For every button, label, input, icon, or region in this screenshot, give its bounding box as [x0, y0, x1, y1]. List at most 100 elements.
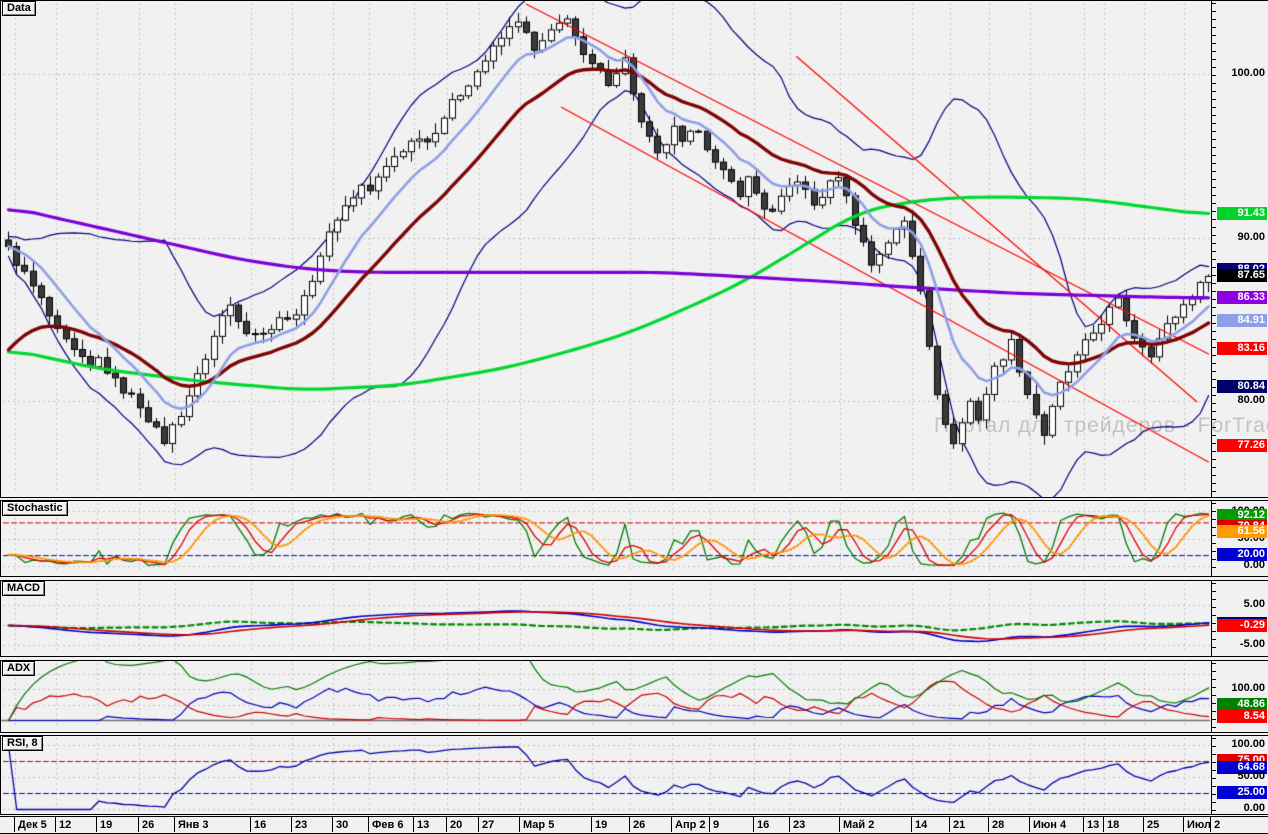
date-tick — [368, 817, 369, 832]
adx-canvas[interactable] — [1, 661, 1211, 732]
date-label: 23 — [793, 819, 806, 831]
date-label: 13 — [1087, 819, 1100, 831]
scale-label: 0.00 — [1243, 559, 1265, 571]
date-tick — [55, 817, 56, 832]
stochastic-scale-divider — [1211, 500, 1212, 577]
date-tick — [1210, 817, 1211, 832]
date-label: 27 — [482, 819, 495, 831]
date-label: 19 — [595, 819, 608, 831]
date-label: 28 — [992, 819, 1005, 831]
scale-label: 25.00 — [1217, 786, 1267, 799]
scale-label: -0.29 — [1217, 619, 1267, 633]
date-label: Янв 3 — [178, 819, 209, 831]
date-tick — [446, 817, 447, 832]
date-tick — [96, 817, 97, 832]
adx-scale[interactable]: 100.00 48.86 8.54 — [1212, 661, 1268, 732]
date-label: 25 — [1147, 819, 1160, 831]
scale-label: 77.26 — [1217, 438, 1267, 452]
date-tick — [988, 817, 989, 832]
panel-tab-stochastic[interactable]: Stochastic — [2, 501, 68, 516]
date-tick — [478, 817, 479, 832]
scale-label: 8.54 — [1217, 710, 1267, 724]
panel-tab-data[interactable]: Data — [2, 1, 36, 16]
date-tick — [174, 817, 175, 832]
panel-tab-macd[interactable]: MACD — [2, 581, 45, 596]
date-tick — [629, 817, 630, 832]
date-tick — [413, 817, 414, 832]
date-label: 18 — [1107, 819, 1120, 831]
date-label: Июл 2 — [1187, 819, 1221, 831]
date-label: 16 — [254, 819, 267, 831]
scale-label: 100.00 — [1231, 738, 1265, 750]
rsi-canvas[interactable] — [1, 736, 1211, 814]
date-tick — [1029, 817, 1030, 832]
scale-label: 83.16 — [1217, 342, 1267, 356]
date-label: 16 — [757, 819, 770, 831]
date-axis[interactable]: Дек 5 12 19 26 Янв 3 16 23 30 Фев 6 13 20 27 Мар 5 19… — [0, 816, 1268, 834]
scale-label: 48.86 — [1217, 697, 1267, 711]
price-chart-canvas[interactable] — [1, 1, 1211, 497]
price-scale-divider — [1211, 0, 1212, 498]
scale-label: -5.00 — [1239, 638, 1265, 650]
scale-label: 20.00 — [1217, 548, 1267, 562]
date-tick — [839, 817, 840, 832]
date-tick — [789, 817, 790, 832]
date-tick — [949, 817, 950, 832]
scale-label: 100.00 — [1231, 682, 1265, 694]
scale-label: 84.91 — [1217, 313, 1267, 327]
scale-label: 91.43 — [1217, 207, 1267, 221]
macd-panel: MACD 5.00 -0.29 -5.00 — [0, 580, 1268, 657]
date-label: 12 — [59, 819, 72, 831]
date-tick — [1083, 817, 1084, 832]
scale-label: 100.00 — [1231, 67, 1265, 79]
stochastic-panel: Stochastic 100.0050.0092.1270.8461.5620.… — [0, 500, 1268, 577]
scale-label: 92.12 — [1217, 508, 1267, 522]
rsi-scale-divider — [1211, 735, 1212, 815]
date-label: Май 2 — [843, 819, 875, 831]
scale-label: 87.65 — [1217, 268, 1267, 282]
scale-label: 5.00 — [1243, 598, 1265, 610]
adx-panel: ADX 100.00 48.86 8.54 — [0, 660, 1268, 733]
scale-label: 90.00 — [1237, 230, 1265, 243]
scale-label: 86.33 — [1217, 290, 1267, 304]
scale-label: 0.00 — [1243, 802, 1265, 814]
date-tick — [671, 817, 672, 832]
date-label: 26 — [633, 819, 646, 831]
date-label: 9 — [713, 819, 720, 831]
date-tick — [1183, 817, 1184, 832]
date-tick — [591, 817, 592, 832]
date-tick — [1103, 817, 1104, 832]
date-label: 13 — [417, 819, 430, 831]
date-label: 26 — [142, 819, 155, 831]
date-label: Июн 4 — [1033, 819, 1067, 831]
panel-tab-rsi[interactable]: RSI, 8 — [2, 736, 43, 751]
date-label: 20 — [450, 819, 463, 831]
date-label: 19 — [100, 819, 113, 831]
scale-label: 50.00 — [1237, 770, 1265, 782]
date-tick — [14, 817, 15, 832]
price-scale[interactable]: 100.0091.4390.0088.0287.6586.3384.9183.1… — [1212, 1, 1268, 497]
adx-scale-divider — [1211, 660, 1212, 733]
date-tick — [138, 817, 139, 832]
date-tick — [1143, 817, 1144, 832]
date-tick — [753, 817, 754, 832]
date-label: Дек 5 — [18, 819, 47, 831]
date-label: Мар 5 — [523, 819, 555, 831]
date-label: Апр 2 — [675, 819, 706, 831]
date-tick — [291, 817, 292, 832]
date-label: 23 — [295, 819, 308, 831]
date-tick — [519, 817, 520, 832]
macd-scale[interactable]: 5.00 -0.29 -5.00 — [1212, 581, 1268, 656]
date-label: 30 — [336, 819, 349, 831]
stochastic-canvas[interactable] — [1, 501, 1211, 576]
scale-label: 64.68 — [1217, 760, 1267, 774]
date-label: Фев 6 — [372, 819, 404, 831]
macd-scale-divider — [1211, 580, 1212, 657]
macd-canvas[interactable] — [1, 581, 1211, 656]
scale-label: 61.56 — [1217, 525, 1267, 539]
panel-tab-adx[interactable]: ADX — [2, 661, 36, 676]
